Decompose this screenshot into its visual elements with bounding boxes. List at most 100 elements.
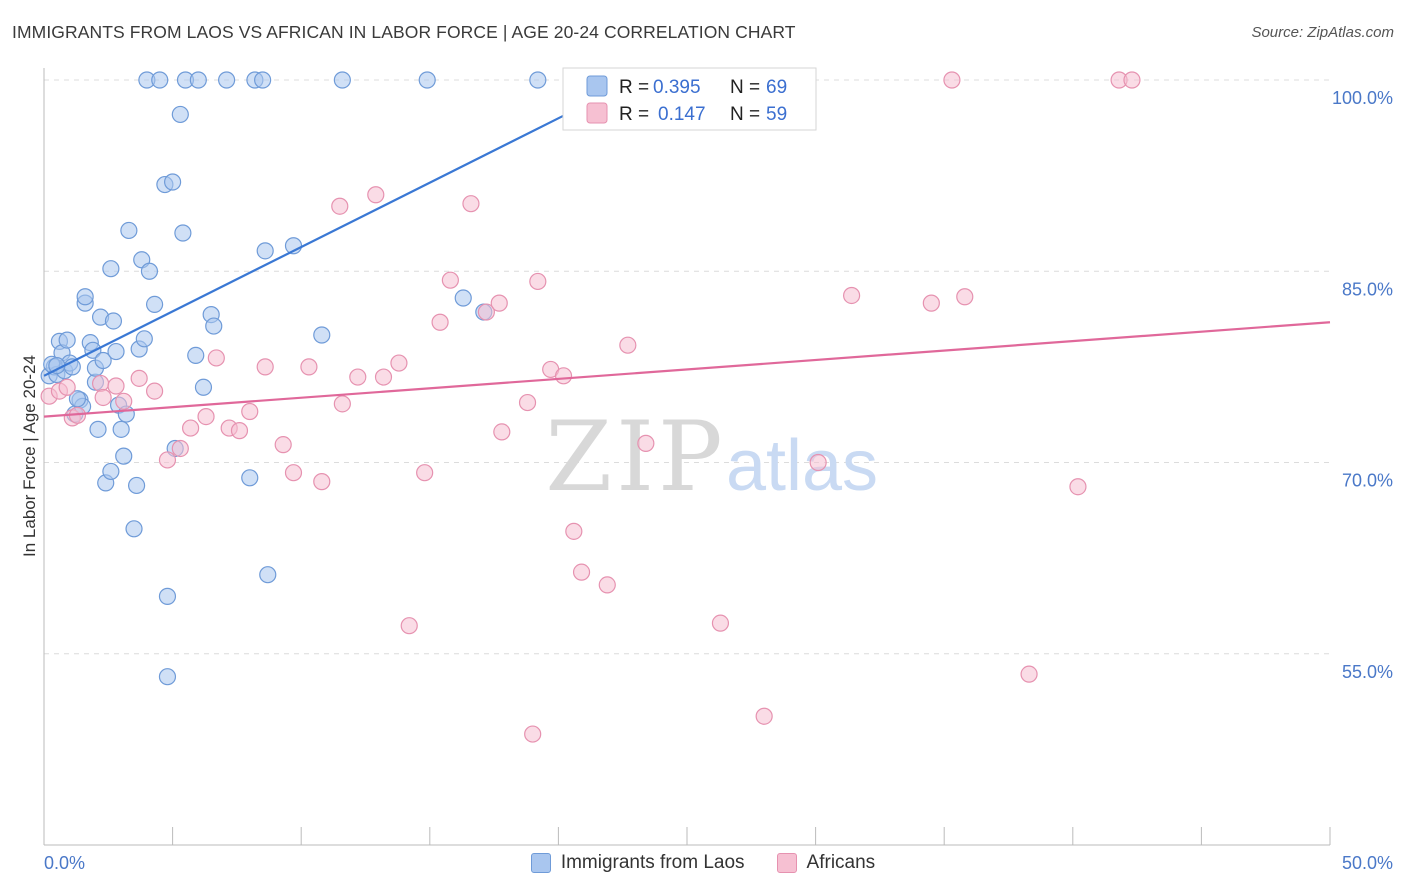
data-point [197,408,215,426]
data-point [207,349,225,367]
data-point [94,351,112,370]
data-point [174,224,192,242]
data-point [956,288,974,306]
data-point [259,566,277,584]
data-point [922,294,940,312]
data-point [256,358,274,376]
data-point [125,520,143,538]
stats-legend: R = 0.395 N = 69 R = 0.147 N = 59 [562,67,817,131]
data-point [441,271,459,289]
data-point [218,71,236,89]
data-point [349,368,367,386]
data-point [331,197,349,215]
data-point [140,262,159,280]
data-point [241,469,259,487]
data-point [127,476,146,495]
data-point [135,330,153,348]
chart-title: IMMIGRANTS FROM LAOS VS AFRICAN IN LABOR… [12,22,796,42]
data-point [524,725,542,743]
y-axis-label: In Labor Force | Age 20-24 [20,355,39,557]
data-point [89,420,107,438]
data-point [112,420,130,438]
data-point [102,462,120,481]
data-point [158,451,177,469]
data-point [187,346,205,364]
legend-n-label-laos: N = [730,77,760,98]
series-africans [40,71,1141,743]
data-point [390,354,408,372]
data-point [313,326,331,344]
data-point [1123,71,1141,89]
data-point [367,186,385,204]
data-point [333,395,351,413]
data-point [241,402,259,421]
data-point [120,221,138,240]
data-point [145,295,164,313]
data-point [493,423,511,441]
data-point [115,392,133,410]
legend-n-value-africans: 59 [766,104,787,125]
trend-lines [43,85,1331,418]
x-tick-label: 0.0% [44,853,85,873]
data-point [104,312,123,330]
grid-lines [44,79,1330,655]
y-tick-label: 55.0% [1342,662,1393,682]
data-point [518,393,537,412]
x-tick-label: 50.0% [1342,853,1393,873]
data-point [529,71,547,89]
y-tick-label: 70.0% [1342,471,1393,491]
data-point [115,447,133,465]
data-point [565,522,583,540]
legend-n-value-laos: 69 [766,77,787,98]
data-point [254,71,272,89]
data-point [572,563,591,581]
data-point [76,288,94,306]
data-point [58,378,76,396]
legend-swatch-africans [586,102,608,124]
legend-label-laos: Immigrants from Laos [560,852,745,873]
data-point [943,71,961,89]
data-point [107,342,125,361]
watermark-atlas: atlas [726,426,878,506]
series-legend: Immigrants from Laos Africans [0,852,1406,874]
data-point [1069,478,1087,496]
data-point [151,71,169,89]
legend-r-value-africans: 0.147 [658,104,706,125]
y-tick-labels: 100.0% 85.0% 70.0% 55.0% [1332,88,1393,682]
legend-r-label-laos: R = [619,77,649,98]
data-point [490,294,508,312]
data-point [94,388,112,407]
legend-swatch-africans-bottom [776,853,797,873]
data-point [158,668,177,686]
data-point [284,464,303,482]
data-point [637,434,655,452]
data-point [274,436,292,454]
data-point [333,71,351,89]
trend-line [43,114,565,377]
legend-label-africans: Africans [806,852,876,873]
watermark: ZIP atlas [545,401,878,513]
data-point [102,260,120,278]
data-point [416,464,434,482]
watermark-zip: ZIP [545,401,726,513]
data-point [171,105,189,124]
data-point [145,382,164,400]
data-point [554,367,573,385]
data-point [130,369,148,387]
data-point [58,331,76,349]
data-point [809,453,827,472]
trend-line [43,321,1331,418]
y-tick-label: 85.0% [1342,279,1393,299]
data-point [374,368,393,386]
data-point [400,617,418,635]
data-point [205,317,223,335]
data-point [194,378,213,396]
data-point [755,707,773,725]
series-immigrants-from-laos [40,71,547,686]
data-point [529,272,547,291]
y-tick-label: 100.0% [1332,88,1393,108]
data-point [164,173,182,191]
data-point [462,195,480,213]
data-point [711,614,730,632]
legend-item-laos: Immigrants from Laos [530,852,745,874]
